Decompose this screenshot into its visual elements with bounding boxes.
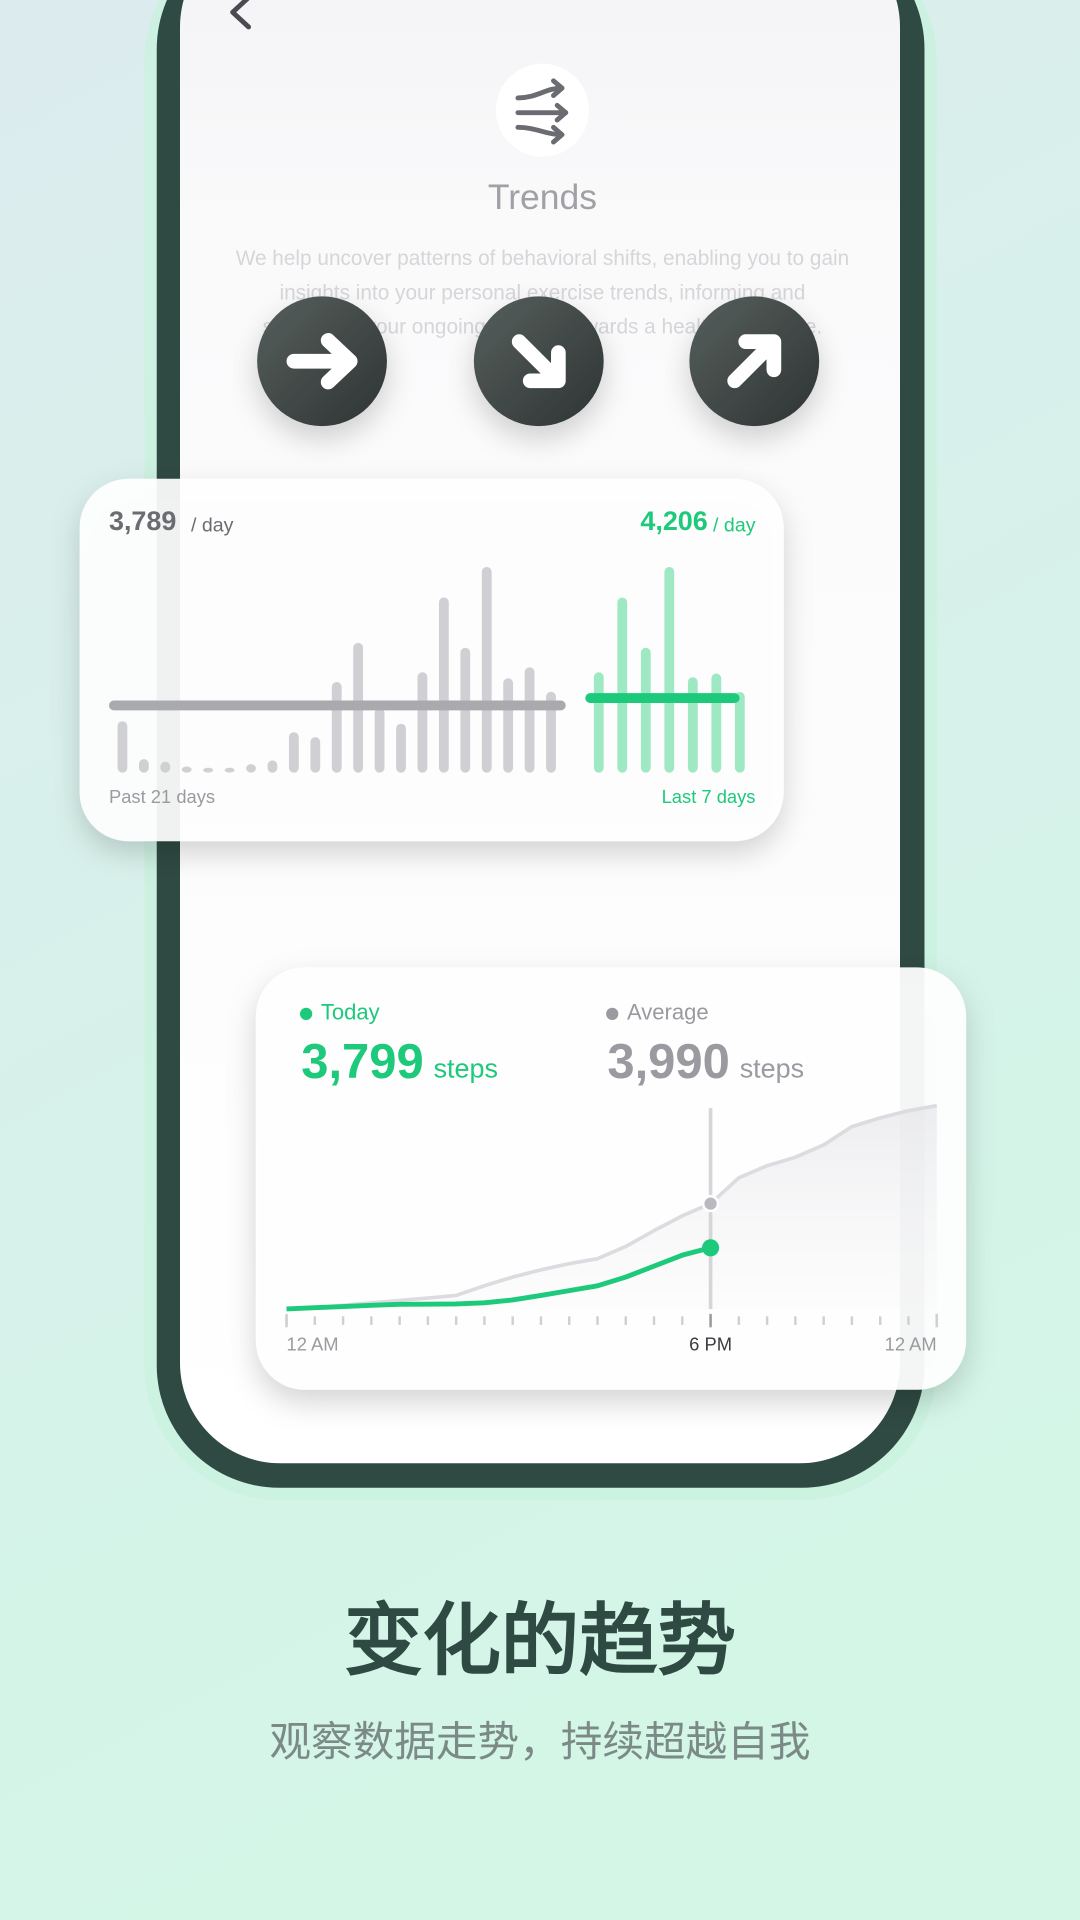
bar-card [79,478,784,842]
recent-label: Last 7 days [662,786,756,807]
bar [267,760,278,773]
legend-dot [300,1007,313,1020]
bar [331,682,342,773]
x-tick-label: 6 PM [689,1334,732,1355]
footer-subtitle: 观察数据走势，持续超越自我 [269,1718,810,1765]
bar [203,767,214,773]
past-average: 3,789 [109,506,176,536]
recent-average: 4,206 [640,506,707,536]
bar [438,597,449,773]
average-now-dot [702,1195,720,1213]
past-label: Past 21 days [109,786,215,807]
bar [711,673,722,773]
trend-buttons [257,296,820,427]
header-title: Trends [488,177,597,217]
bar [640,647,651,773]
bar-chart [108,566,745,773]
bar [593,672,604,773]
x-tick-label: 12 AM [287,1334,339,1355]
series-total: 3,990 [607,1035,730,1089]
bar [524,667,535,773]
bar [138,759,149,773]
bar [417,672,428,773]
description-line: insights into your personal exercise tre… [279,281,805,304]
legend-dot [606,1007,619,1020]
bar [224,767,235,773]
bar [160,761,171,773]
past-unit: / day [191,515,234,537]
average-area [286,1105,937,1309]
legend-label: Average [627,1000,709,1025]
bar [546,691,556,773]
bar [288,732,299,773]
bar [617,597,628,773]
trends-icon [515,78,569,145]
bar [503,678,514,773]
bar [246,764,256,773]
bar [374,707,385,773]
bar [181,766,192,773]
recent-unit: / day [713,515,756,537]
bar [664,566,675,773]
legend-label: Today [321,1000,380,1025]
series-unit: steps [434,1053,498,1083]
today-line [286,1245,712,1312]
bar [396,723,406,773]
footer-title: 变化的趋势 [344,1597,736,1685]
description-line: We help uncover patterns of behavioral s… [236,247,850,270]
series-total: 3,799 [301,1035,424,1089]
bar [687,677,698,773]
arrow-icons [286,333,782,390]
x-tick-label: 12 AM [885,1334,937,1355]
bar [310,737,321,773]
bar [734,691,745,773]
bar [117,721,128,773]
average-line [286,1103,938,1311]
back-button[interactable] [230,0,252,30]
bar [481,566,492,773]
series-unit: steps [740,1053,804,1083]
today-now-dot [702,1239,720,1257]
line-chart: 12 AM 6 PM 12 AM Today 3,799 steps Average 3,99… [285,1000,938,1355]
